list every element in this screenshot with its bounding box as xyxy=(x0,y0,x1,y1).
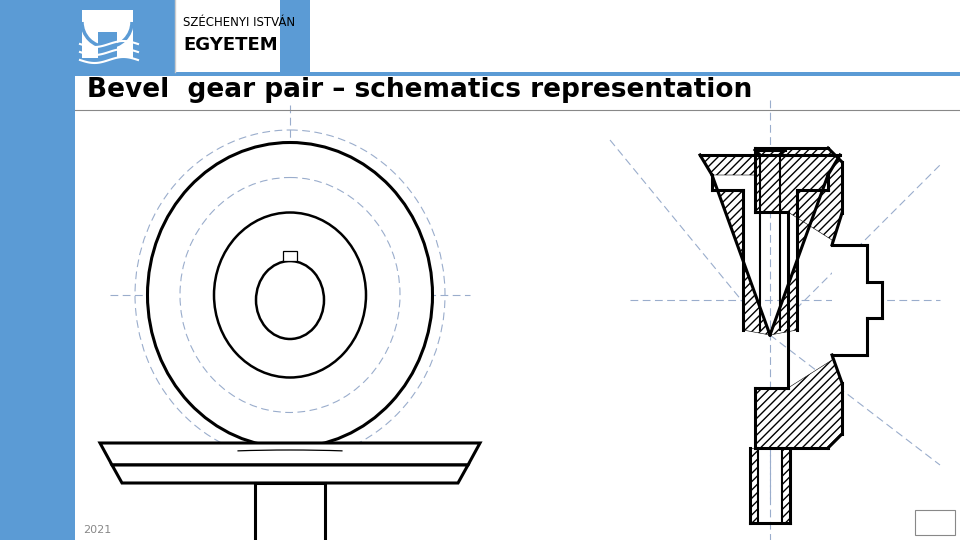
Text: Bevel  gear pair – schematics representation: Bevel gear pair – schematics representat… xyxy=(87,77,753,103)
Text: SZÉCHENYI ISTVÁN: SZÉCHENYI ISTVÁN xyxy=(183,16,295,29)
Bar xyxy=(75,0,960,110)
Bar xyxy=(283,251,297,261)
Polygon shape xyxy=(112,465,468,483)
Text: EGYETEM: EGYETEM xyxy=(183,36,277,54)
Polygon shape xyxy=(755,148,842,245)
Polygon shape xyxy=(712,175,770,335)
Polygon shape xyxy=(770,175,828,335)
Polygon shape xyxy=(832,245,882,355)
Ellipse shape xyxy=(148,143,433,448)
Bar xyxy=(255,483,325,540)
Polygon shape xyxy=(782,448,790,523)
Polygon shape xyxy=(750,448,758,523)
Polygon shape xyxy=(700,155,840,175)
Bar xyxy=(75,72,960,76)
Bar xyxy=(915,510,955,535)
Text: 2021: 2021 xyxy=(83,525,111,535)
Bar xyxy=(0,0,75,540)
Bar xyxy=(280,0,310,72)
Bar xyxy=(75,0,175,72)
Polygon shape xyxy=(100,443,480,465)
Ellipse shape xyxy=(214,213,366,377)
Ellipse shape xyxy=(256,261,324,339)
Polygon shape xyxy=(82,10,133,58)
Polygon shape xyxy=(755,355,842,448)
